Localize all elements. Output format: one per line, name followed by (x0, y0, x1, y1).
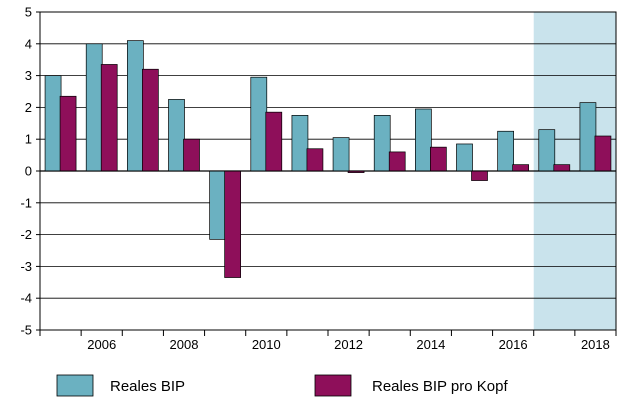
legend: Reales BIP Reales BIP pro Kopf (56, 374, 508, 397)
bar-reales-bip-pro-kopf (183, 138, 200, 172)
bar-reales-bip (579, 102, 597, 172)
y-tick-label: 3 (25, 68, 32, 83)
bar-reales-bip (538, 129, 556, 172)
bar-reales-bip (85, 43, 103, 172)
y-axis-ticks: 5 4 3 2 1 0 -1 -2 -3 -4 -5 (20, 5, 40, 338)
y-tick-label: 0 (25, 164, 32, 179)
bar-reales-bip (168, 99, 185, 172)
bar-reales-bip-pro-kopf (265, 111, 283, 172)
bar-reales-bip-pro-kopf (100, 64, 118, 172)
x-tick-label: 2008 (170, 337, 199, 352)
x-tick-label: 2006 (87, 337, 116, 352)
bar-reales-bip-pro-kopf (594, 135, 612, 172)
bar-reales-bip (373, 114, 391, 172)
legend-swatch-reales-bip (56, 374, 94, 397)
bar-reales-bip-pro-kopf (512, 164, 529, 172)
bar-reales-bip (332, 137, 350, 172)
bar-reales-bip-pro-kopf (553, 164, 571, 172)
bar-reales-bip-pro-kopf (59, 95, 77, 172)
bar-reales-bip (209, 170, 226, 240)
y-tick-label: -2 (20, 227, 32, 242)
y-tick-label: 4 (25, 36, 32, 51)
bar-reales-bip (291, 114, 309, 172)
bar-reales-bip-pro-kopf (224, 170, 241, 278)
legend-label-reales-bip-pro-kopf: Reales BIP pro Kopf (372, 378, 508, 395)
bar-reales-bip-pro-kopf (471, 170, 488, 181)
bar-reales-bip (250, 76, 268, 172)
x-axis-ticks: 2006 2008 2010 2012 2014 2016 2018 (39, 330, 617, 352)
y-tick-label: 1 (25, 132, 32, 147)
bar-reales-bip (44, 75, 62, 172)
y-tick-label: -5 (20, 323, 32, 338)
y-tick-label: -4 (20, 291, 32, 306)
legend-label-reales-bip: Reales BIP (110, 378, 185, 395)
y-tick-label: 2 (25, 100, 32, 115)
bars (40, 40, 616, 278)
y-tick-label: -3 (20, 259, 32, 274)
bar-reales-bip (415, 108, 432, 172)
x-tick-label: 2016 (499, 337, 528, 352)
x-tick-label: 2018 (581, 337, 610, 352)
bar-reales-bip (127, 40, 144, 172)
bar-reales-bip-pro-kopf (430, 146, 447, 172)
y-tick-label: 5 (25, 5, 32, 20)
x-tick-label: 2012 (334, 337, 363, 352)
legend-swatch-reales-bip-pro-kopf (314, 374, 352, 397)
bar-reales-bip (497, 130, 514, 172)
bar-reales-bip (456, 143, 473, 172)
x-tick-label: 2010 (252, 337, 281, 352)
bar-reales-bip-pro-kopf (388, 151, 406, 172)
y-tick-label: -1 (20, 195, 32, 210)
bar-reales-bip-pro-kopf (306, 148, 324, 172)
bar-reales-bip-pro-kopf (142, 68, 159, 172)
x-tick-label: 2014 (416, 337, 445, 352)
